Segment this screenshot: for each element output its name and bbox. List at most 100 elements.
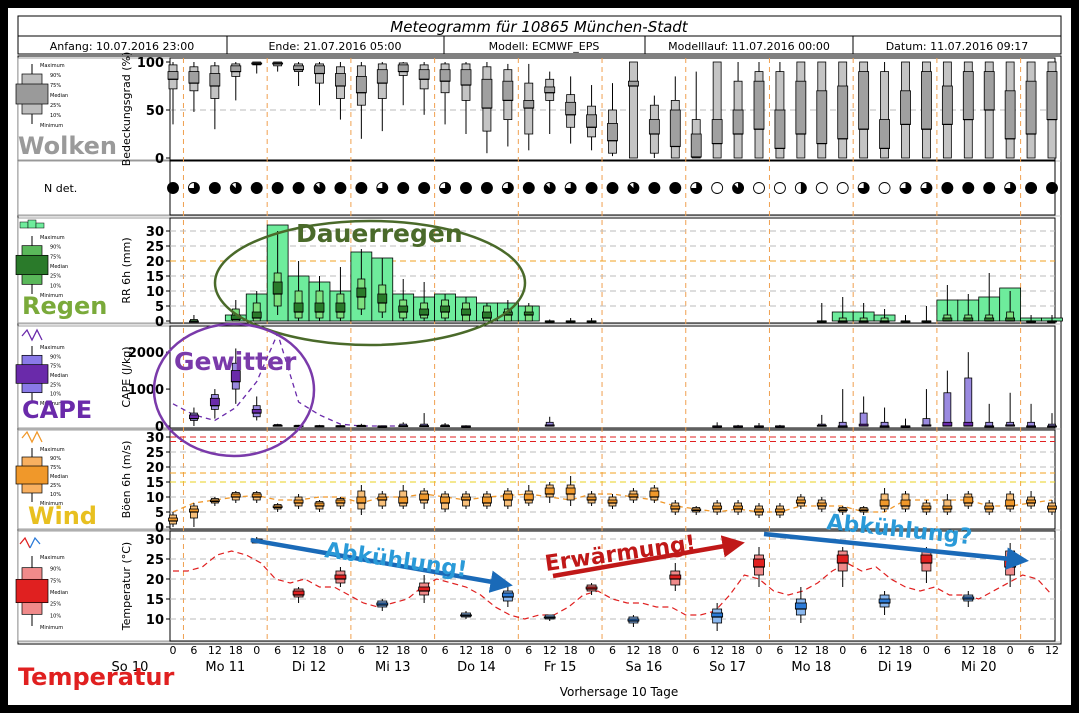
- box-inner: [419, 493, 430, 501]
- y-axis-label: CAPE (J/kg): [120, 346, 133, 407]
- box-inner: [648, 119, 660, 135]
- header-end: Ende: 21.07.2016 05:00: [268, 40, 401, 53]
- legend-box-inner: [15, 364, 49, 384]
- box-inner: [272, 281, 283, 295]
- box-inner: [920, 554, 933, 564]
- x-hour-label: 6: [1028, 644, 1035, 657]
- legend-label: Median: [50, 93, 68, 99]
- legend-label: Maximum: [40, 555, 65, 561]
- cloud-cover-fill: [669, 182, 681, 194]
- cloud-cover-fill: [314, 182, 325, 194]
- box-inner: [586, 114, 597, 128]
- x-hour-label: 0: [504, 644, 511, 657]
- box-outer: [880, 71, 889, 159]
- header-date: Datum: 11.07.2016 09:17: [886, 40, 1029, 53]
- x-day-label: Di 12: [292, 660, 326, 675]
- legend-label: 90%: [50, 73, 61, 79]
- x-hour-label: 6: [442, 644, 449, 657]
- x-day-label: Do 14: [457, 660, 496, 675]
- legend-label: 90%: [50, 354, 61, 360]
- y-tick-label: 15: [146, 593, 164, 608]
- legend-rain-bar: [27, 219, 37, 229]
- header-run: Modelllauf: 11.07.2016 00:00: [668, 40, 830, 53]
- ndet-label: N det.: [44, 182, 77, 195]
- box-inner: [565, 487, 576, 495]
- x-hour-label: 0: [923, 644, 930, 657]
- x-hour-label: 12: [375, 644, 389, 657]
- legend-label: Median: [50, 590, 68, 596]
- y-tick-label: 25: [146, 240, 164, 255]
- box-outer: [712, 61, 722, 159]
- x-hour-label: 0: [588, 644, 595, 657]
- box-inner: [774, 109, 786, 149]
- box-inner: [795, 80, 807, 135]
- x-hour-label: 12: [710, 644, 724, 657]
- box-inner: [753, 558, 765, 568]
- box-inner: [502, 80, 514, 101]
- box-inner: [900, 499, 911, 507]
- box-inner: [879, 499, 890, 507]
- panel-label-regen: Regen: [22, 292, 107, 320]
- x-hour-label: 12: [459, 644, 473, 657]
- x-hour-label: 12: [292, 644, 306, 657]
- header-box: [17, 15, 1062, 55]
- cloud-cover-fill: [900, 182, 911, 194]
- box-inner: [251, 311, 262, 319]
- legend-label: 25%: [50, 103, 61, 109]
- cloud-cover-fill: [1046, 182, 1058, 194]
- legend-label: Maximum: [40, 345, 65, 351]
- y-tick-label: 50: [146, 104, 164, 119]
- x-hour-label: 18: [982, 644, 996, 657]
- cloud-cover-fill: [941, 182, 953, 194]
- annotation-dauerregen: Dauerregen: [296, 219, 463, 248]
- legend-wolken: Maximum 90% 75% Median 25% 10% Minimum: [15, 63, 68, 129]
- box-inner: [188, 71, 200, 84]
- x-hour-label: 12: [208, 644, 222, 657]
- cloud-cover-fill: [648, 182, 660, 194]
- cloud-cover-symbol: [753, 182, 765, 194]
- x-day-label: Di 19: [878, 660, 912, 675]
- box-inner: [356, 496, 367, 504]
- cloud-cover-fill: [920, 182, 932, 194]
- x-hour-label: 0: [421, 644, 428, 657]
- box-inner: [544, 86, 556, 94]
- x-hour-label: 12: [794, 644, 808, 657]
- legend-label: Minimum: [40, 501, 63, 507]
- cloud-cover-fill: [586, 182, 598, 194]
- cloud-cover-fill: [983, 182, 995, 194]
- box-inner: [921, 71, 932, 130]
- panel-label-wind: Wind: [28, 502, 97, 530]
- box-inner: [355, 76, 367, 94]
- warming-arrow: [552, 535, 745, 579]
- x-day-label: Sa 16: [625, 660, 662, 675]
- box-inner: [523, 100, 535, 109]
- x-hour-label: 6: [776, 644, 783, 657]
- x-hour-label: 6: [358, 644, 365, 657]
- y-tick-label: 10: [146, 285, 164, 300]
- box-outer: [943, 392, 952, 427]
- box-inner: [398, 305, 409, 313]
- box-inner: [753, 80, 765, 130]
- box-inner: [502, 493, 513, 501]
- y-axis-label: Böen 6h (m/s): [120, 441, 133, 519]
- cloud-cover-fill: [800, 182, 807, 194]
- box-inner: [398, 496, 409, 504]
- x-hour-label: 0: [253, 644, 260, 657]
- legend-cape-line: [21, 328, 43, 342]
- box-inner: [482, 311, 492, 319]
- box-inner: [376, 69, 388, 84]
- legend-label: Minimum: [40, 123, 63, 129]
- y-tick-label: 5: [155, 506, 164, 521]
- meteogram-chart: Meteogramm für 10865 München-Stadt Anfan…: [15, 15, 1063, 699]
- y-tick-label: 0: [155, 521, 164, 536]
- box-inner: [879, 119, 890, 149]
- legend-box-inner: [15, 254, 49, 276]
- x-hour-label: 18: [313, 644, 327, 657]
- cloud-cover-fill: [481, 182, 493, 194]
- header-start: Anfang: 10.07.2016 23:00: [50, 40, 194, 53]
- x-hour-label: 6: [860, 644, 867, 657]
- panel-label-cape: CAPE: [22, 396, 92, 424]
- legend-temp-line: [19, 536, 31, 549]
- x-hour-label: 0: [170, 644, 177, 657]
- x-hour-label: 18: [229, 644, 243, 657]
